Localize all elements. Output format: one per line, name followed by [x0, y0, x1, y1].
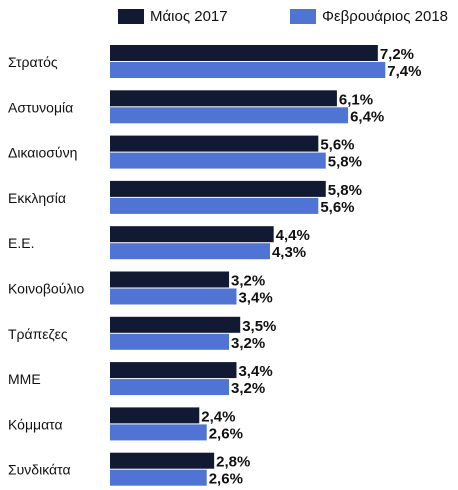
value-label: 7,2%	[380, 46, 414, 63]
bar-may-2017	[110, 316, 241, 333]
value-label: 4,3%	[272, 244, 306, 261]
bar-may-2017	[110, 135, 319, 152]
value-label: 5,6%	[320, 199, 354, 216]
value-label: 6,4%	[350, 108, 384, 125]
category-label: Συνδικάτα	[8, 462, 71, 478]
category-label: Στρατός	[8, 54, 58, 70]
legend-item-feb-2018: Φεβρουάριος 2018	[290, 8, 448, 25]
bar-may-2017	[110, 407, 200, 424]
bar-feb-2018	[110, 62, 386, 78]
bar-may-2017	[110, 362, 237, 379]
bar-feb-2018	[110, 197, 319, 214]
legend-item-may-2017: Μάιος 2017	[118, 8, 228, 25]
value-label: 4,4%	[276, 227, 310, 244]
bar-feb-2018	[110, 469, 207, 486]
bar-feb-2018	[110, 379, 230, 396]
value-label: 5,6%	[320, 137, 354, 154]
legend-label-may-2017: Μάιος 2017	[150, 8, 228, 25]
legend-swatch-may-2017	[118, 9, 144, 24]
value-label: 3,2%	[231, 273, 265, 290]
value-label: 6,1%	[339, 91, 373, 108]
bar-feb-2018	[110, 424, 207, 441]
value-label: 2,6%	[209, 471, 243, 488]
value-label: 3,4%	[238, 363, 272, 380]
category-label: Τράπεζες	[8, 326, 68, 342]
bar-may-2017	[110, 45, 378, 61]
bar-feb-2018	[110, 152, 326, 169]
value-label: 3,2%	[231, 380, 265, 397]
category-label: ΜΜΕ	[8, 371, 41, 387]
category-label: Ε.Ε.	[8, 235, 34, 251]
value-label: 2,8%	[216, 454, 250, 471]
value-label: 3,5%	[242, 318, 276, 335]
bar-may-2017	[110, 452, 215, 469]
value-label: 7,4%	[387, 63, 421, 80]
value-label: 2,6%	[209, 425, 243, 442]
legend-label-feb-2018: Φεβρουάριος 2018	[322, 8, 449, 25]
bar-feb-2018	[110, 243, 270, 260]
bar-feb-2018	[110, 107, 349, 124]
category-label: Εκκλησία	[8, 190, 66, 206]
bar-feb-2018	[110, 333, 230, 350]
bar-may-2017	[110, 226, 274, 243]
value-label: 3,2%	[231, 335, 265, 352]
value-label: 3,4%	[238, 290, 272, 307]
bar-may-2017	[110, 90, 337, 107]
category-label: Κόμματα	[8, 416, 63, 432]
category-label: Κοινοβούλιο	[8, 281, 84, 297]
category-label: Αστυνομία	[8, 99, 73, 115]
legend-swatch-feb-2018	[290, 9, 316, 24]
bar-may-2017	[110, 180, 326, 197]
value-label: 5,8%	[328, 154, 362, 171]
category-label: Δικαιοσύνη	[8, 145, 77, 161]
bar-feb-2018	[110, 288, 237, 305]
bar-may-2017	[110, 271, 230, 288]
value-label: 2,4%	[201, 408, 235, 425]
value-label: 5,8%	[328, 182, 362, 199]
